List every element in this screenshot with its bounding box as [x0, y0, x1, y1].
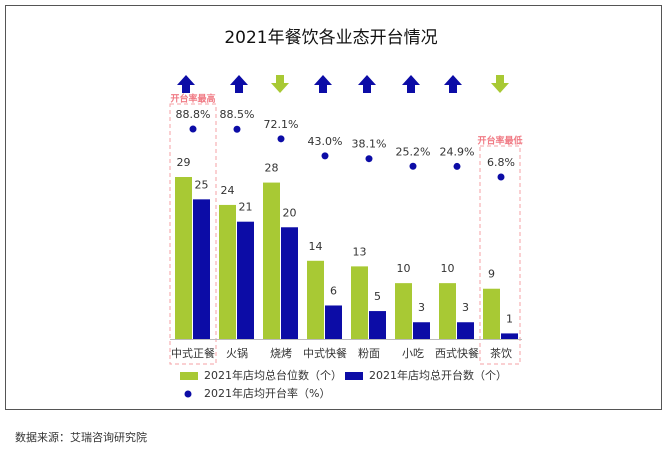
rate-dot [453, 162, 461, 170]
arrow-down [271, 75, 289, 93]
x-tick-label: 西式快餐 [435, 346, 479, 360]
data-label: 88.5% [220, 108, 255, 121]
bar [483, 288, 500, 339]
bar [237, 221, 254, 339]
data-label: 10 [441, 262, 455, 275]
rate-dot [277, 135, 285, 143]
rate-dot [189, 125, 197, 133]
rate-dot [321, 152, 329, 160]
annotation: 开台率最高 [170, 93, 215, 105]
bar [219, 204, 236, 339]
annotation: 开台率最低 [477, 135, 522, 147]
arrow-up [230, 75, 248, 93]
rate-dot [233, 125, 241, 133]
data-label: 21 [239, 201, 253, 214]
data-label: 29 [177, 156, 191, 169]
data-label: 13 [353, 245, 367, 258]
data-label: 88.8% [176, 108, 211, 121]
rate-dot [497, 173, 505, 181]
data-label: 25.2% [396, 145, 431, 158]
x-tick-label: 中式快餐 [303, 346, 347, 360]
legend-label: 2021年店均开台率（%） [204, 386, 330, 400]
legend-swatch [345, 372, 363, 380]
legend-swatch [180, 372, 198, 380]
frame [5, 5, 662, 410]
arrow-up [358, 75, 376, 93]
data-label: 24 [221, 184, 235, 197]
data-label: 10 [397, 262, 411, 275]
data-label: 72.1% [264, 118, 299, 131]
bar [395, 283, 412, 339]
rate-dot [365, 155, 373, 163]
bar [413, 322, 430, 339]
bar [369, 311, 386, 339]
data-label: 43.0% [308, 135, 343, 148]
data-label: 3 [418, 301, 425, 314]
arrow-up [402, 75, 420, 93]
bar [307, 260, 324, 339]
data-label: 5 [374, 290, 381, 303]
data-label: 28 [265, 162, 279, 175]
data-label: 24.9% [440, 145, 475, 158]
source-note: 数据来源：艾瑞咨询研究院 [15, 430, 147, 444]
bar [263, 182, 280, 339]
bar [175, 177, 192, 339]
x-tick-label: 烧烤 [270, 346, 292, 360]
data-label: 3 [462, 301, 469, 314]
data-label: 6 [330, 284, 337, 297]
data-label: 9 [488, 268, 495, 281]
arrow-up [444, 75, 462, 93]
legend-label: 2021年店均总开台数（个） [369, 368, 507, 382]
x-tick-label: 小吃 [402, 347, 424, 360]
data-label: 25 [195, 178, 209, 191]
bar [457, 322, 474, 339]
highlight-box [479, 145, 521, 365]
legend-swatch [184, 390, 192, 398]
data-label: 38.1% [352, 138, 387, 151]
data-label: 6.8% [487, 156, 515, 169]
x-tick-label: 粉面 [358, 347, 380, 360]
highlight-box [169, 103, 217, 365]
data-label: 20 [283, 206, 297, 219]
data-label: 1 [506, 312, 513, 325]
x-tick-label: 中式正餐 [171, 346, 215, 360]
arrow-up [314, 75, 332, 93]
rate-dot [409, 162, 417, 170]
chart-title: 2021年餐饮各业态开台情况 [224, 28, 437, 48]
bar [325, 305, 342, 339]
bar [439, 283, 456, 339]
data-label: 14 [309, 240, 323, 253]
x-tick-label: 火锅 [226, 347, 248, 360]
bar [351, 266, 368, 339]
arrow-down [491, 75, 509, 93]
bar [281, 227, 298, 339]
arrow-up [177, 75, 195, 93]
bar [501, 333, 518, 339]
trend-arrows [177, 75, 509, 93]
legend-label: 2021年店均总台位数（个） [204, 368, 342, 382]
bar [193, 199, 210, 339]
x-tick-label: 茶饮 [490, 347, 512, 360]
